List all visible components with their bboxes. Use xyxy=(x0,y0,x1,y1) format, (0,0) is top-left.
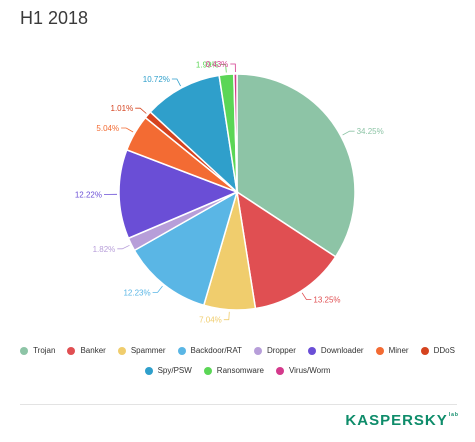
legend-swatch xyxy=(420,346,429,355)
chart-title: H1 2018 xyxy=(20,8,89,28)
leader-line xyxy=(121,127,134,133)
pie-chart: 34.25% 13.25% 7.04% 12.23% 1.82% 12.22% 5.04% 1… xyxy=(75,60,384,325)
legend-swatch xyxy=(203,366,212,375)
leader-line xyxy=(301,292,312,300)
legend-label: DDoS xyxy=(433,346,455,355)
data-label: 1.99% xyxy=(196,61,219,70)
data-label: 10.72% xyxy=(143,75,170,84)
legend-label: Virus/Worm xyxy=(288,366,331,375)
chart-legend: Trojan Banker Spammer Backdoor/RAT Dropper Do… xyxy=(0,346,475,375)
leader-line xyxy=(223,311,230,321)
data-label: 34.25% xyxy=(357,127,384,136)
data-label: 1.01% xyxy=(111,104,134,113)
legend-item: Virus/Worm xyxy=(275,366,331,375)
pie-slice-downloader xyxy=(118,148,240,240)
legend-swatch xyxy=(144,366,153,375)
legend-label: Spammer xyxy=(130,346,166,355)
legend-item: Banker xyxy=(67,346,106,355)
legend-item: Ransomware xyxy=(203,366,264,375)
pie-slice-spy-psw xyxy=(149,74,239,195)
pie-slice-virus-worm xyxy=(233,73,238,193)
data-label: 12.22% xyxy=(75,190,102,199)
leader-line xyxy=(342,130,355,136)
legend-swatch xyxy=(253,346,262,355)
legend-swatch xyxy=(177,346,186,355)
data-label: 12.23% xyxy=(123,288,150,297)
legend-item: DDoS xyxy=(420,346,455,355)
leader-line xyxy=(117,244,130,250)
brand-suffix: lab xyxy=(448,412,459,418)
pie-slice-banker xyxy=(235,190,337,310)
legend-label: Backdoor/RAT xyxy=(190,346,242,355)
data-label: 13.25% xyxy=(313,296,340,305)
leader-line xyxy=(135,107,147,114)
legend-swatch xyxy=(20,346,29,355)
legend-swatch xyxy=(67,346,76,355)
legend-item: Dropper xyxy=(253,346,296,355)
data-label: 5.04% xyxy=(96,124,119,133)
legend-label: Trojan xyxy=(33,346,56,355)
divider xyxy=(20,404,457,405)
legend-swatch xyxy=(307,346,316,355)
leader-line xyxy=(220,64,227,73)
legend-label: Dropper xyxy=(266,346,296,355)
legend-label: Ransomware xyxy=(216,366,264,375)
legend-label: Spy/PSW xyxy=(157,366,192,375)
legend-swatch xyxy=(117,346,126,355)
legend-label: Downloader xyxy=(320,346,364,355)
legend-item: Miner xyxy=(375,346,409,355)
data-label: 0.43% xyxy=(206,60,229,69)
kaspersky-logo: KASPERSKYlab xyxy=(345,412,459,429)
legend-item: Trojan xyxy=(20,346,55,355)
brand-name: KASPERSKY xyxy=(345,412,448,429)
legend-swatch xyxy=(275,366,284,375)
legend-item: Spammer xyxy=(117,346,166,355)
data-label: 7.04% xyxy=(199,316,222,325)
leader-line xyxy=(171,78,181,87)
pie-slice-backdoor-rat xyxy=(133,190,239,307)
leader-line xyxy=(230,63,236,73)
legend-item: Spy/PSW xyxy=(144,366,192,375)
legend-label: Miner xyxy=(388,346,409,355)
legend-item: Downloader xyxy=(307,346,364,355)
data-label: 1.82% xyxy=(93,245,116,254)
legend-label: Banker xyxy=(80,346,106,355)
legend-swatch xyxy=(375,346,384,355)
legend-item: Backdoor/RAT xyxy=(177,346,242,355)
leader-line xyxy=(152,285,163,293)
